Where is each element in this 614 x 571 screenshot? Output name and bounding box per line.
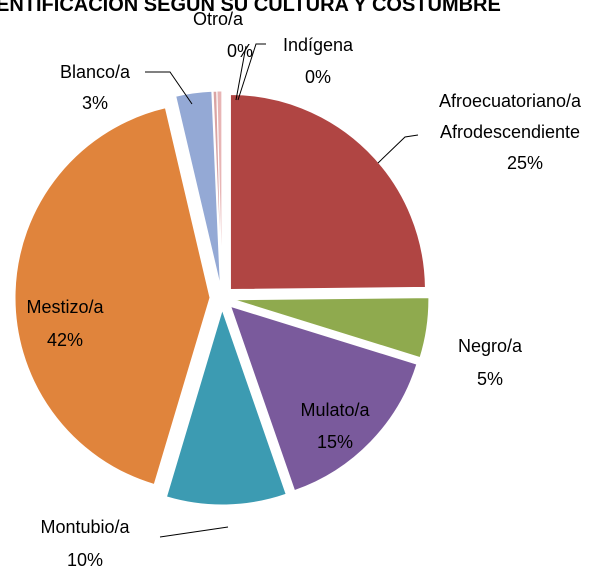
value-label: 25% (506, 153, 544, 173)
pie-slice (233, 297, 430, 359)
pie-slice (229, 305, 418, 492)
pie-slice (229, 93, 426, 290)
leader-line (377, 134, 419, 164)
value-label: 42% (46, 330, 84, 350)
pie-slice (14, 107, 211, 486)
category-label: Blanco/a (59, 62, 131, 82)
value-label: 5% (476, 369, 504, 389)
value-label: 0% (304, 67, 332, 87)
value-label: 0% (226, 41, 254, 61)
value-label: 15% (316, 432, 354, 452)
value-label: 10% (66, 550, 104, 570)
pie-slice (175, 90, 221, 287)
chart-title: ENTIFICACION SEGUN SU CULTURA Y COSTUMBR… (0, 0, 501, 16)
leader-line (235, 45, 247, 101)
category-label: Montubio/a (40, 517, 130, 537)
value-label: 3% (81, 93, 109, 113)
category-label: Mestizo/a (26, 297, 104, 317)
pie-slice (165, 308, 287, 506)
category-label: Otro/a (192, 9, 244, 29)
category-label: Mulato/a (300, 400, 370, 420)
leader-line (159, 526, 229, 538)
category-label: Negro/a (457, 336, 523, 356)
leader-line (145, 71, 193, 105)
leader-line (237, 43, 266, 101)
category-label: Indígena (282, 35, 354, 55)
category-label: Afroecuatoriano/a Afrodescendiente (438, 91, 582, 142)
pie-slice (216, 90, 223, 287)
